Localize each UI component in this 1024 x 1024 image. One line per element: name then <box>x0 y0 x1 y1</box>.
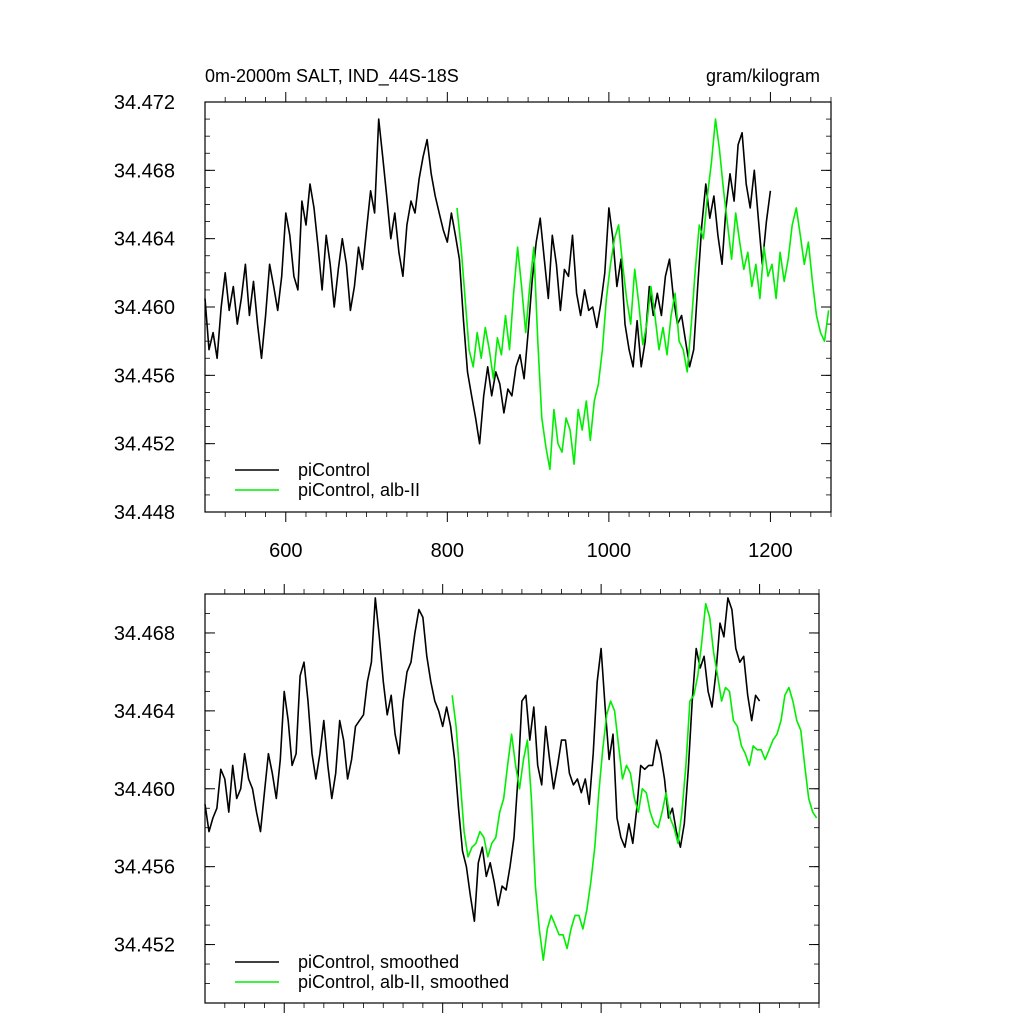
legend-label: piControl, smoothed <box>298 952 459 972</box>
y-tick-label: 34.452 <box>114 434 175 456</box>
top-panel: 34.448 34.452 34.456 34.460 34.464 34.468 34.4… <box>114 66 832 562</box>
top-title-left: 0m-2000m SALT, IND_44S-18S <box>205 66 459 87</box>
bottom-panel: 34.452 34.456 34.460 34.464 34.468 piControl… <box>114 584 820 1013</box>
y-tick-label: 34.468 <box>114 623 175 645</box>
y-tick-label: 34.456 <box>114 365 175 387</box>
y-tick-label: 34.464 <box>114 701 175 723</box>
x-tick-label: 600 <box>269 540 302 562</box>
series-line-picontrol <box>204 118 772 445</box>
x-tick-label: 1000 <box>587 540 632 562</box>
x-tick-label: 800 <box>431 540 464 562</box>
y-tick-label: 34.448 <box>114 502 175 524</box>
series-line-picontrol <box>204 597 761 923</box>
bottom-plot-frame <box>204 593 820 1004</box>
top-tick-labels: 34.448 34.452 34.456 34.460 34.464 34.468 34.4… <box>114 92 793 562</box>
bottom-tick-labels: 34.452 34.456 34.460 34.464 34.468 <box>114 623 175 957</box>
y-tick-label: 34.452 <box>114 935 175 957</box>
top-series-group <box>204 118 830 471</box>
top-ticks <box>205 92 832 522</box>
bottom-ticks <box>205 584 820 1013</box>
bottom-series-group <box>204 597 818 962</box>
legend-label: piControl <box>298 460 370 480</box>
y-tick-label: 34.472 <box>114 92 175 114</box>
legend-label: piControl, alb-II <box>298 480 420 500</box>
series-line-picontrol-alb-ii <box>456 118 830 471</box>
x-tick-label: 1200 <box>748 540 793 562</box>
legend-label: piControl, alb-II, smoothed <box>298 972 509 992</box>
y-tick-label: 34.464 <box>114 229 175 251</box>
y-tick-label: 34.460 <box>114 779 175 801</box>
top-title-right: gram/kilogram <box>706 66 820 86</box>
y-tick-label: 34.460 <box>114 297 175 319</box>
y-tick-label: 34.468 <box>114 160 175 182</box>
series-line-picontrol-alb-ii <box>451 602 818 962</box>
y-tick-label: 34.456 <box>114 857 175 879</box>
